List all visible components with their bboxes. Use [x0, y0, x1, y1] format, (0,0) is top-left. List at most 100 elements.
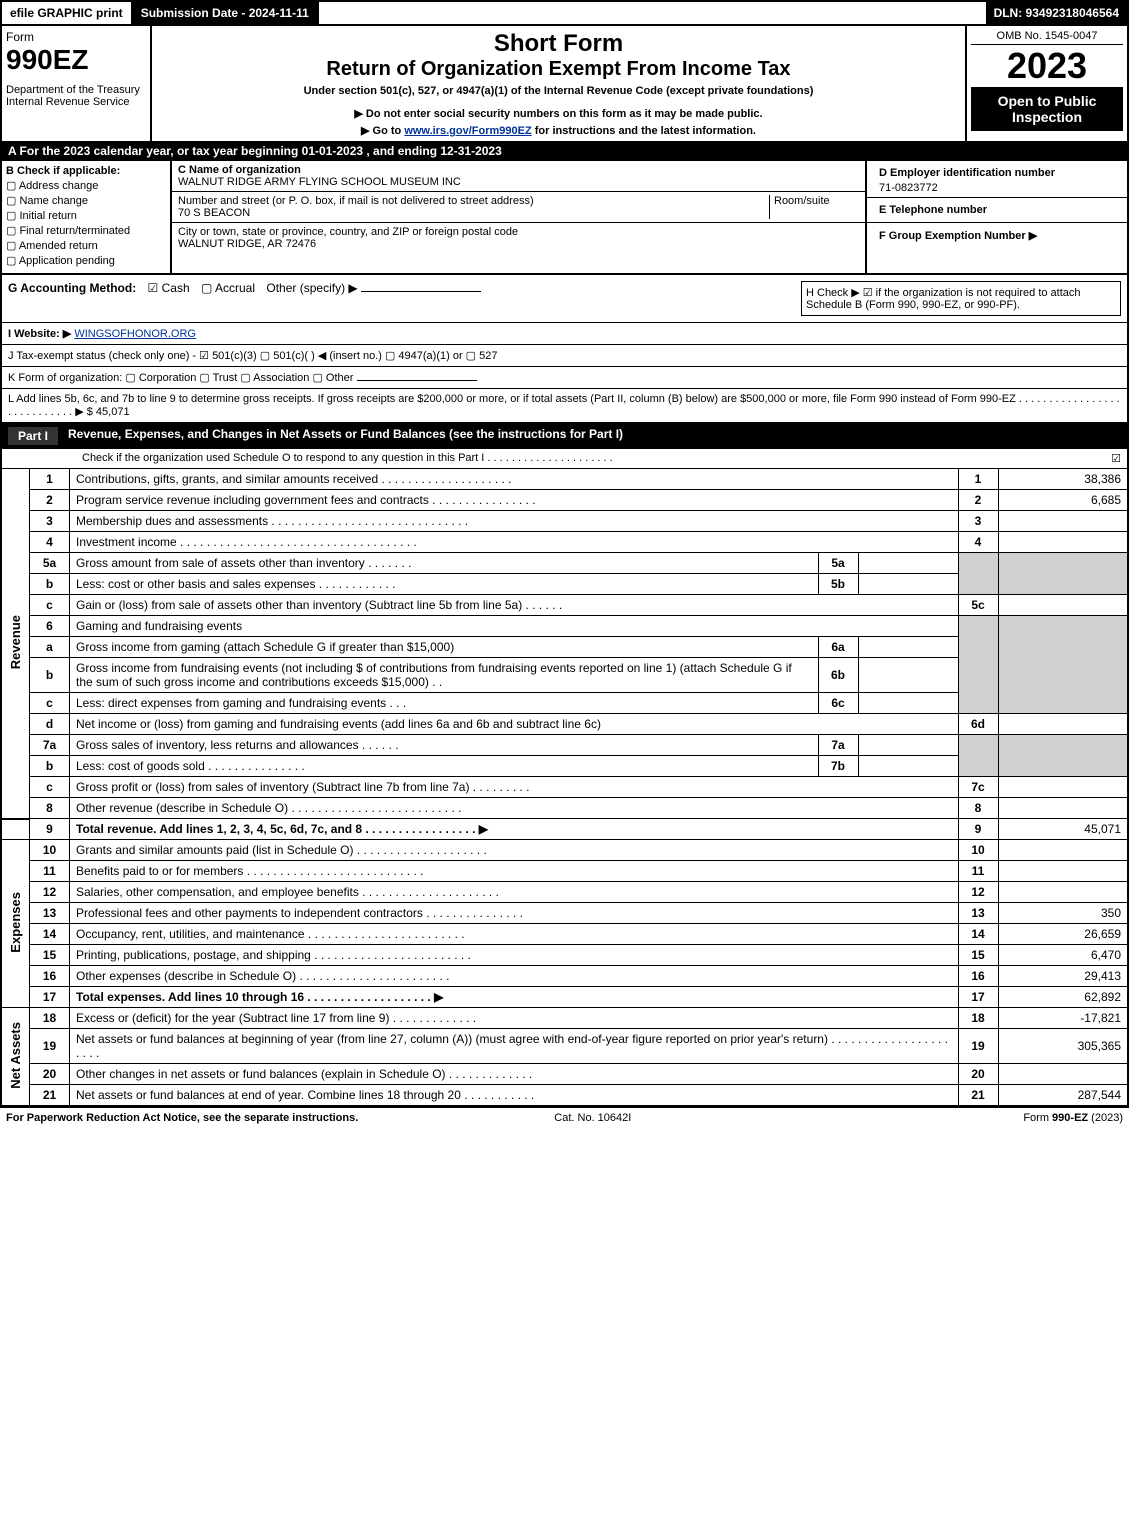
line-val [998, 840, 1128, 861]
part1-title: Revenue, Expenses, and Changes in Net As… [68, 427, 623, 445]
g-other[interactable]: Other (specify) ▶ [266, 281, 357, 295]
line-desc: Less: cost or other basis and sales expe… [70, 574, 819, 595]
open-public-badge: Open to Public Inspection [971, 87, 1123, 131]
line-5c: cGain or (loss) from sale of assets othe… [1, 595, 1128, 616]
row-gh: G Accounting Method: ☑ Cash ▢ Accrual Ot… [0, 275, 1129, 323]
cb-final-return[interactable]: ▢ Final return/terminated [6, 224, 166, 237]
sub-val [858, 553, 958, 574]
line-val: 287,544 [998, 1085, 1128, 1107]
sub-ref: 6a [818, 637, 858, 658]
j-label: J Tax-exempt status (check only one) - ☑… [8, 350, 497, 362]
cb-label: Amended return [19, 240, 98, 252]
expenses-label: Expenses [8, 892, 23, 953]
line-desc: Grants and similar amounts paid (list in… [70, 840, 959, 861]
line-desc: Investment income . . . . . . . . . . . … [70, 532, 959, 553]
line-val: 305,365 [998, 1029, 1128, 1064]
line-4: 4Investment income . . . . . . . . . . .… [1, 532, 1128, 553]
part1-check-row: Check if the organization used Schedule … [0, 449, 1129, 468]
line-desc: Benefits paid to or for members . . . . … [70, 861, 959, 882]
cb-address-change[interactable]: ▢ Address change [6, 179, 166, 192]
subtitle-3: ▶ Go to www.irs.gov/Form990EZ for instru… [156, 124, 961, 137]
form-label: Form [6, 30, 146, 44]
line-val: 29,413 [998, 966, 1128, 987]
line-desc: Gross amount from sale of assets other t… [70, 553, 819, 574]
line-ref: 17 [958, 987, 998, 1008]
sub-val [858, 693, 958, 714]
sub-val [858, 574, 958, 595]
line-5a: 5aGross amount from sale of assets other… [1, 553, 1128, 574]
footer-left: For Paperwork Reduction Act Notice, see … [6, 1112, 358, 1124]
line-ref: 19 [958, 1029, 998, 1064]
line-2: 2Program service revenue including gover… [1, 490, 1128, 511]
line-val: 45,071 [998, 819, 1128, 840]
line-val [998, 532, 1128, 553]
line-desc: Program service revenue including govern… [70, 490, 959, 511]
line-ref: 13 [958, 903, 998, 924]
g-other-input[interactable] [361, 291, 481, 292]
cb-initial-return[interactable]: ▢ Initial return [6, 209, 166, 222]
c-city-label: City or town, state or province, country… [178, 226, 518, 238]
efile-print-button[interactable]: efile GRAPHIC print [2, 2, 133, 24]
line-desc: Other revenue (describe in Schedule O) .… [70, 798, 959, 819]
line-val: 6,470 [998, 945, 1128, 966]
line-ref: 5c [958, 595, 998, 616]
line-val [998, 511, 1128, 532]
website-link[interactable]: WINGSOFHONOR.ORG [74, 328, 196, 340]
line-val: 38,386 [998, 469, 1128, 490]
subtitle-3-post: for instructions and the latest informat… [532, 125, 756, 137]
cb-name-change[interactable]: ▢ Name change [6, 194, 166, 207]
cb-label: Initial return [19, 210, 76, 222]
line-val: -17,821 [998, 1008, 1128, 1029]
line-val: 62,892 [998, 987, 1128, 1008]
line-12: 12Salaries, other compensation, and empl… [1, 882, 1128, 903]
sub-val [858, 756, 958, 777]
part1-checkbox[interactable]: ☑ [1111, 452, 1121, 465]
line-17: 17Total expenses. Add lines 10 through 1… [1, 987, 1128, 1008]
cb-label: Name change [19, 195, 88, 207]
line-ref: 14 [958, 924, 998, 945]
line-desc: Less: direct expenses from gaming and fu… [70, 693, 819, 714]
g-cash[interactable]: ☑ Cash [148, 281, 190, 295]
c-street-label: Number and street (or P. O. box, if mail… [178, 195, 534, 207]
line-desc: Professional fees and other payments to … [70, 903, 959, 924]
line-desc: Total revenue. Add lines 1, 2, 3, 4, 5c,… [70, 819, 959, 840]
line-desc: Other expenses (describe in Schedule O) … [70, 966, 959, 987]
cb-amended-return[interactable]: ▢ Amended return [6, 239, 166, 252]
line-desc: Occupancy, rent, utilities, and maintena… [70, 924, 959, 945]
k-other-input[interactable] [357, 380, 477, 381]
line-desc: Gross sales of inventory, less returns a… [70, 735, 819, 756]
line-19: 19Net assets or fund balances at beginni… [1, 1029, 1128, 1064]
c-name-label: C Name of organization [178, 164, 301, 176]
tax-year: 2023 [971, 45, 1123, 87]
line-val [998, 595, 1128, 616]
row-j: J Tax-exempt status (check only one) - ☑… [0, 345, 1129, 367]
line-desc: Total expenses. Add lines 10 through 16 … [70, 987, 959, 1008]
omb-number: OMB No. 1545-0047 [971, 30, 1123, 45]
room-label: Room/suite [774, 195, 830, 207]
g-accrual[interactable]: ▢ Accrual [201, 281, 255, 295]
cb-application-pending[interactable]: ▢ Application pending [6, 254, 166, 267]
e-label: E Telephone number [873, 201, 1121, 219]
submission-date: Submission Date - 2024-11-11 [133, 2, 319, 24]
b-label: B Check if applicable: [6, 165, 120, 177]
line-val [998, 798, 1128, 819]
sub-ref: 6b [818, 658, 858, 693]
line-6d: dNet income or (loss) from gaming and fu… [1, 714, 1128, 735]
sub-ref: 6c [818, 693, 858, 714]
line-ref: 12 [958, 882, 998, 903]
line-desc: Printing, publications, postage, and shi… [70, 945, 959, 966]
line-3: 3Membership dues and assessments . . . .… [1, 511, 1128, 532]
h-box: H Check ▶ ☑ if the organization is not r… [801, 281, 1121, 316]
line-val: 26,659 [998, 924, 1128, 945]
footer-center: Cat. No. 10642I [554, 1112, 631, 1124]
sub-ref: 5a [818, 553, 858, 574]
netassets-label: Net Assets [8, 1022, 23, 1089]
subtitle-1: Under section 501(c), 527, or 4947(a)(1)… [156, 85, 961, 97]
line-11: 11Benefits paid to or for members . . . … [1, 861, 1128, 882]
sub-val [858, 658, 958, 693]
return-title: Return of Organization Exempt From Incom… [156, 58, 961, 81]
dept-label: Department of the Treasury Internal Reve… [6, 84, 146, 108]
irs-link[interactable]: www.irs.gov/Form990EZ [404, 125, 531, 137]
line-desc: Net assets or fund balances at beginning… [70, 1029, 959, 1064]
line-ref: 21 [958, 1085, 998, 1107]
